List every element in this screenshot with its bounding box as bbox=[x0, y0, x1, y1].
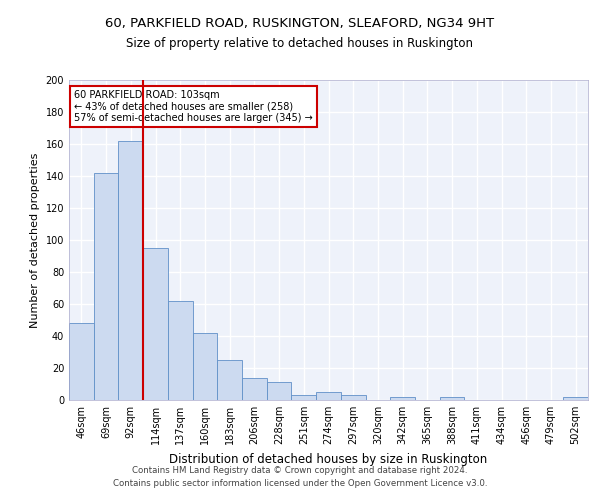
Bar bbox=[217, 360, 242, 400]
Bar bbox=[440, 397, 464, 400]
Bar bbox=[390, 397, 415, 400]
Bar bbox=[267, 382, 292, 400]
Bar bbox=[316, 392, 341, 400]
Y-axis label: Number of detached properties: Number of detached properties bbox=[30, 152, 40, 328]
Bar bbox=[94, 173, 118, 400]
Bar bbox=[69, 323, 94, 400]
Bar bbox=[292, 395, 316, 400]
Bar bbox=[563, 397, 588, 400]
Bar bbox=[193, 333, 217, 400]
Text: 60, PARKFIELD ROAD, RUSKINGTON, SLEAFORD, NG34 9HT: 60, PARKFIELD ROAD, RUSKINGTON, SLEAFORD… bbox=[106, 18, 494, 30]
Text: Size of property relative to detached houses in Ruskington: Size of property relative to detached ho… bbox=[127, 38, 473, 51]
Bar bbox=[242, 378, 267, 400]
Text: 60 PARKFIELD ROAD: 103sqm
← 43% of detached houses are smaller (258)
57% of semi: 60 PARKFIELD ROAD: 103sqm ← 43% of detac… bbox=[74, 90, 313, 123]
X-axis label: Distribution of detached houses by size in Ruskington: Distribution of detached houses by size … bbox=[169, 452, 488, 466]
Bar bbox=[143, 248, 168, 400]
Text: Contains HM Land Registry data © Crown copyright and database right 2024.
Contai: Contains HM Land Registry data © Crown c… bbox=[113, 466, 487, 487]
Bar bbox=[168, 301, 193, 400]
Bar bbox=[341, 395, 365, 400]
Bar bbox=[118, 141, 143, 400]
